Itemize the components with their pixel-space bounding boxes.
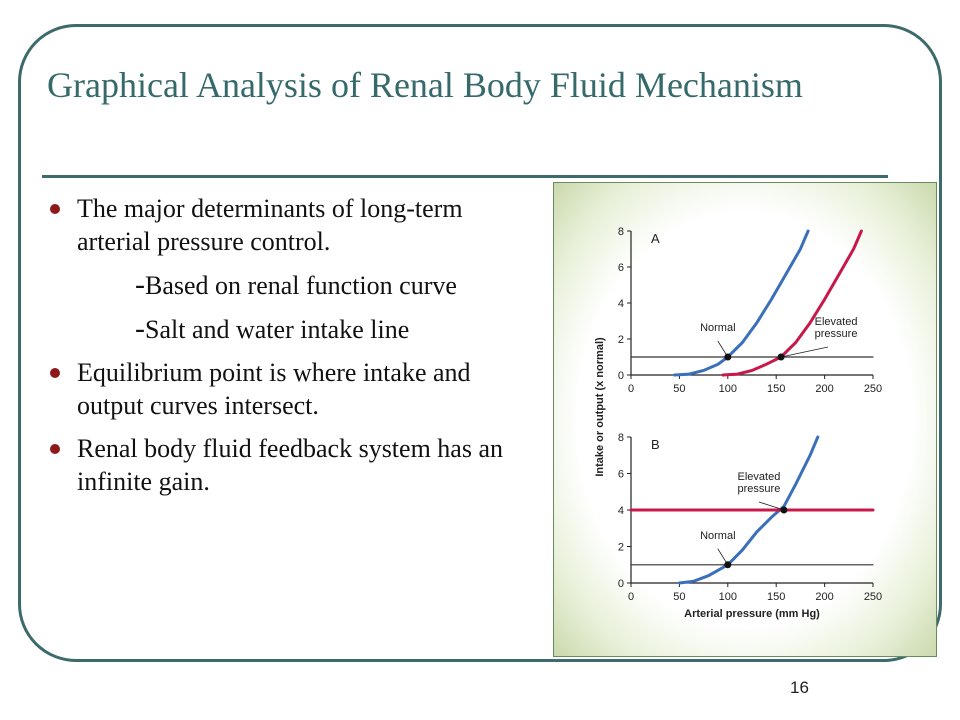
dash-marker: - — [135, 268, 145, 301]
x-tick-label: 200 — [815, 591, 833, 603]
y-tick-label: 4 — [618, 505, 624, 517]
y-tick-label: 4 — [618, 298, 624, 310]
annotation-label: Elevated pressure — [815, 316, 858, 340]
series-line — [673, 229, 810, 377]
slide-frame — [18, 24, 942, 662]
equilibrium-point — [724, 561, 732, 569]
sub-bullet-text: Salt and water intake line — [145, 315, 410, 344]
panel-label: A — [651, 231, 660, 246]
equilibrium-point — [780, 506, 788, 514]
x-axis-title: Arterial pressure (mm Hg) — [684, 608, 820, 620]
figure-panel: 0 2 4 6 8 0 50 100 150 200 250 A Normal Elevated press… — [553, 182, 937, 657]
sub-bullet-item: -Based on renal function curve — [50, 268, 540, 302]
bullet-text: Equilibrium point is where intake and ou… — [77, 358, 471, 420]
bullet-dot — [50, 444, 60, 454]
x-tick-label: 50 — [673, 591, 685, 603]
sub-bullet-text: Based on renal function curve — [145, 271, 457, 300]
bullet-text: The major determinants of long-term arte… — [77, 194, 463, 256]
annotation-label: Elevated pressure — [738, 471, 781, 495]
y-axis-title: Intake or output (x normal) — [594, 337, 606, 477]
series-line — [677, 435, 820, 585]
x-tick-label: 150 — [767, 591, 785, 603]
x-tick-label: 0 — [628, 591, 634, 603]
y-tick-label: 8 — [618, 432, 624, 444]
y-tick-label: 8 — [618, 226, 624, 238]
series-line — [721, 229, 863, 377]
bullet-dot — [50, 204, 60, 214]
equilibrium-point — [724, 353, 732, 361]
annotation-label: Normal — [700, 322, 735, 334]
y-tick-label: 2 — [618, 542, 624, 554]
equilibrium-point — [777, 353, 785, 361]
x-tick-label: 0 — [628, 383, 634, 395]
bullet-item: The major determinants of long-term arte… — [50, 192, 540, 258]
x-tick-label: 250 — [864, 591, 882, 603]
bullet-text: Renal body fluid feedback system has an … — [77, 434, 503, 496]
y-tick-label: 0 — [618, 578, 624, 590]
panel-label: B — [651, 437, 660, 452]
slide-title: Graphical Analysis of Renal Body Fluid M… — [47, 65, 803, 105]
annotation-leader — [780, 346, 829, 358]
y-tick-label: 6 — [618, 262, 624, 274]
title-divider — [42, 175, 888, 178]
y-tick-label: 0 — [618, 370, 624, 382]
dash-marker: - — [135, 312, 145, 345]
annotation-leader — [758, 501, 785, 511]
sub-bullet-item: -Salt and water intake line — [50, 312, 540, 346]
x-tick-label: 200 — [815, 383, 833, 395]
bullet-list: The major determinants of long-term arte… — [50, 192, 540, 508]
x-tick-label: 150 — [767, 383, 785, 395]
bullet-dot — [50, 368, 60, 378]
page-number: 16 — [790, 678, 809, 697]
x-tick-label: 100 — [719, 591, 737, 603]
y-tick-label: 2 — [618, 334, 624, 346]
annotation-label: Normal — [700, 530, 735, 542]
x-tick-label: 250 — [864, 383, 882, 395]
y-tick-label: 6 — [618, 469, 624, 481]
x-tick-label: 100 — [719, 383, 737, 395]
bullet-item: Renal body fluid feedback system has an … — [50, 432, 540, 498]
x-tick-label: 50 — [673, 383, 685, 395]
bullet-item: Equilibrium point is where intake and ou… — [50, 356, 540, 422]
